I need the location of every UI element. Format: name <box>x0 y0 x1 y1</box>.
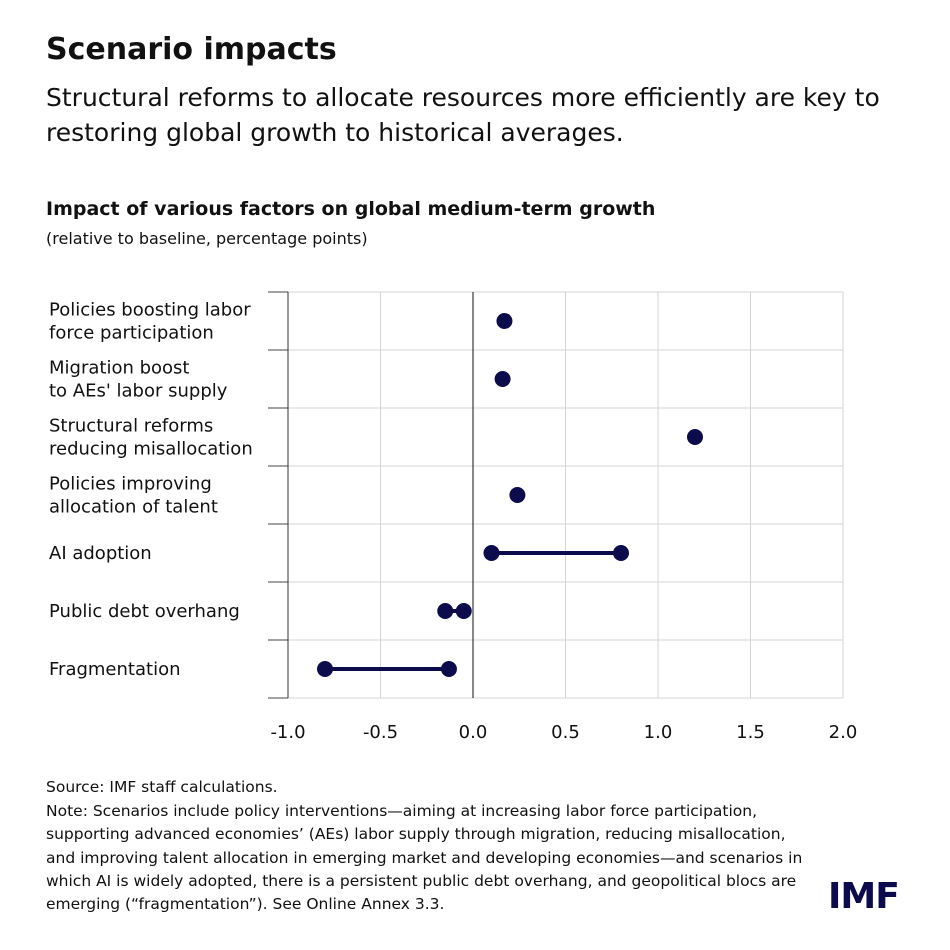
x-tick-label: 1.0 <box>644 722 673 743</box>
dot <box>483 545 500 561</box>
y-tick-label: allocation of talent <box>49 497 218 518</box>
dot <box>440 661 457 677</box>
y-tick-label: Migration boost <box>49 358 189 379</box>
x-tick-label: 0.5 <box>551 722 580 743</box>
y-tick-label: Policies boosting labor <box>49 300 251 321</box>
y-tick-label: Policies improving <box>49 474 212 495</box>
chart-title: Impact of various factors on global medi… <box>46 198 656 220</box>
y-tick-label: force participation <box>49 323 214 344</box>
chart: -1.0 -0.5 0.0 0.5 1.0 1.5 2.0 Policies boosting… <box>49 291 858 743</box>
x-tick-label: 0.0 <box>459 722 488 743</box>
source: Source: IMF staff calculations. <box>46 778 278 796</box>
y-tick-label: reducing misallocation <box>49 439 253 460</box>
dot <box>455 603 472 619</box>
dot <box>613 545 629 561</box>
x-tick-label: -0.5 <box>363 722 398 743</box>
y-tick-label: Structural reforms <box>49 416 213 437</box>
logo: IMF <box>828 876 900 917</box>
dot <box>496 313 513 329</box>
dot <box>437 603 454 619</box>
note: Note: Scenarios include policy intervent… <box>46 802 803 914</box>
dot <box>687 429 703 445</box>
dot <box>494 371 511 387</box>
title: Scenario impacts <box>46 32 337 67</box>
x-tick-label: 1.5 <box>736 722 765 743</box>
x-tick-label: -1.0 <box>270 722 305 743</box>
y-tick-label: AI adoption <box>49 543 152 564</box>
dot <box>509 487 526 503</box>
dot <box>317 661 333 677</box>
y-tick-label: to AEs' labor supply <box>49 381 228 402</box>
subtitle: Structural reforms to allocate resources… <box>46 83 880 147</box>
x-tick-label: 2.0 <box>829 722 858 743</box>
y-tick-label: Public debt overhang <box>49 601 240 622</box>
chart-subtitle: (relative to baseline, percentage points… <box>46 229 368 248</box>
y-tick-label: Fragmentation <box>49 659 180 680</box>
